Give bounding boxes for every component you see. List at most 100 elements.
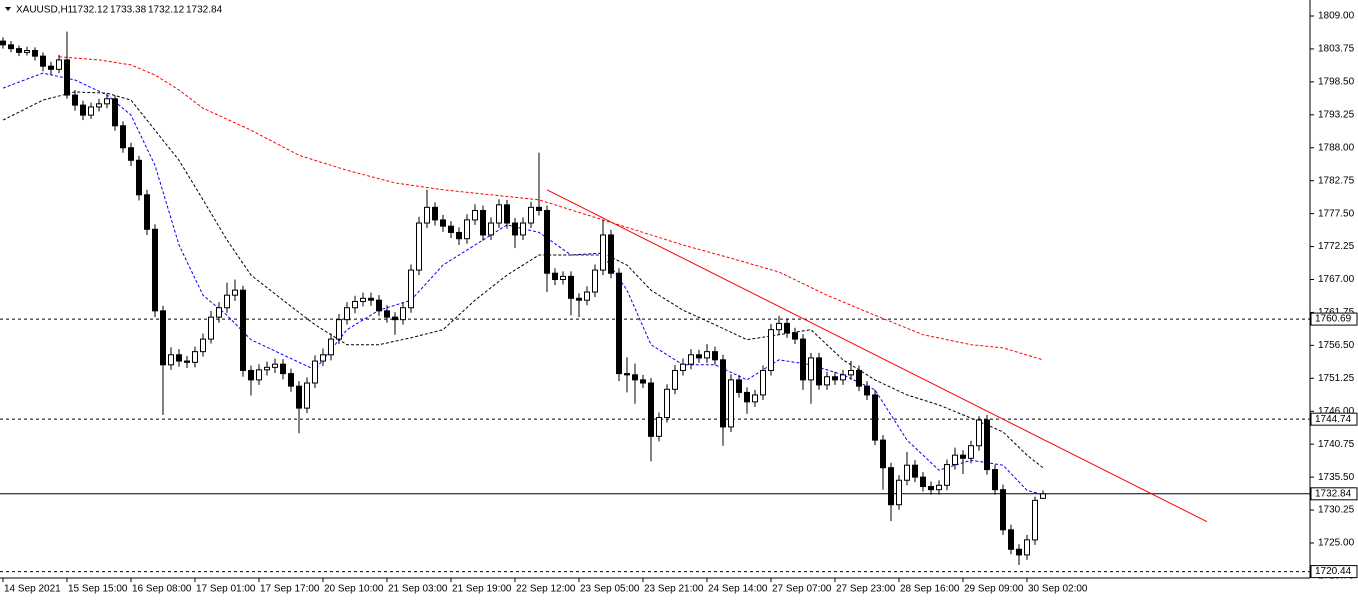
candle-body (832, 376, 838, 381)
candle-body (328, 338, 334, 356)
x-tick-label: 29 Sep 09:00 (964, 584, 1024, 595)
candle-body (80, 104, 86, 116)
candle-body (96, 103, 102, 108)
candle-body (152, 228, 158, 312)
x-tick-label: 23 Sep 05:00 (580, 584, 640, 595)
y-tick-label: 1767.00 (1318, 274, 1355, 285)
y-tick-label: 1756.50 (1318, 340, 1355, 351)
candle-body (792, 332, 798, 340)
candle-body (720, 359, 726, 428)
candle-body (272, 363, 278, 368)
candle-body (568, 275, 574, 299)
candle-body (120, 125, 126, 149)
ohlc-value: 1733.38 (110, 5, 147, 16)
ohlc-value: 1732.12 (148, 5, 185, 16)
candle-body (760, 369, 766, 396)
candle-body (376, 299, 382, 312)
candle-body (576, 297, 582, 301)
candle-body (648, 382, 654, 437)
x-tick-label: 27 Sep 07:00 (772, 584, 832, 595)
candle-body (144, 194, 150, 230)
candle-body (48, 65, 54, 70)
candle-body (728, 379, 734, 428)
candle-body (288, 373, 294, 387)
candle-body (904, 464, 910, 481)
candle-body (264, 366, 270, 371)
candle-body (520, 222, 526, 236)
candle-body (544, 209, 550, 274)
candle-body (232, 289, 238, 296)
candle-body (128, 147, 134, 161)
candle-body (912, 464, 918, 478)
candle-body (744, 391, 750, 403)
candle-body (736, 379, 742, 393)
trend-line (546, 189, 1208, 523)
candle-body (280, 363, 286, 375)
level-box (1310, 312, 1358, 326)
candle-body (656, 417, 662, 437)
candle-body (320, 354, 326, 362)
x-tick-label: 21 Sep 03:00 (388, 584, 448, 595)
candle-body (752, 394, 758, 403)
candle-body (408, 269, 414, 309)
candle-body (936, 484, 942, 491)
candle-body (336, 319, 342, 340)
candle-body (640, 379, 646, 384)
level-box (1310, 412, 1358, 426)
x-tick-label: 17 Sep 17:00 (260, 584, 320, 595)
candle-body (680, 363, 686, 371)
candle-body (824, 376, 830, 386)
candle-body (192, 351, 198, 363)
candle-body (344, 307, 350, 321)
x-tick-label: 14 Sep 2021 (4, 584, 61, 595)
candle-body (448, 225, 454, 233)
candle-body (848, 369, 854, 376)
x-tick-label: 24 Sep 14:00 (708, 584, 768, 595)
y-tick-label: 1735.50 (1318, 472, 1355, 483)
x-tick-label: 30 Sep 02:00 (1028, 584, 1088, 595)
candle-body (488, 222, 494, 236)
candle-body (672, 369, 678, 390)
candle-body (432, 206, 438, 221)
candle-body (392, 316, 398, 321)
x-tick-label: 20 Sep 10:00 (324, 584, 384, 595)
candle-body (928, 486, 934, 491)
y-tick-label: 1777.50 (1318, 208, 1355, 219)
x-tick-label: 23 Sep 21:00 (644, 584, 704, 595)
y-tick-label: 1746.00 (1318, 406, 1355, 417)
candle-body (952, 454, 958, 466)
candle-body (480, 209, 486, 236)
candle-body (776, 322, 782, 331)
x-tick-label: 16 Sep 08:00 (132, 584, 192, 595)
candle-body (8, 44, 14, 50)
y-tick-label: 1730.25 (1318, 505, 1355, 516)
candle-body (424, 206, 430, 224)
ohlc-value: 1732.84 (186, 5, 223, 16)
candle-body (768, 329, 774, 371)
y-tick-label: 1761.75 (1318, 307, 1355, 318)
candle-body (456, 231, 462, 240)
candle-body (784, 322, 790, 334)
candle-body (224, 294, 230, 309)
candle-body (240, 289, 246, 371)
candle-body (712, 351, 718, 361)
candle-body (1016, 548, 1022, 556)
x-tick-label: 17 Sep 01:00 (196, 584, 256, 595)
candle-body (560, 275, 566, 280)
candle-body (384, 310, 390, 318)
candle-body (104, 98, 110, 105)
candle-body (248, 369, 254, 381)
candle-body (168, 354, 174, 366)
level-box (1310, 487, 1358, 501)
candle-body (584, 291, 590, 301)
candle-body (872, 394, 878, 441)
candle-body (536, 206, 542, 211)
candle-body (632, 374, 638, 381)
y-tick-label: 1725.00 (1318, 538, 1355, 549)
candle-body (64, 59, 70, 96)
candle-body (1000, 489, 1006, 531)
level-label: 1744.74 (1315, 414, 1352, 425)
level-label: 1732.84 (1315, 488, 1352, 499)
menu-arrow[interactable] (5, 7, 11, 11)
